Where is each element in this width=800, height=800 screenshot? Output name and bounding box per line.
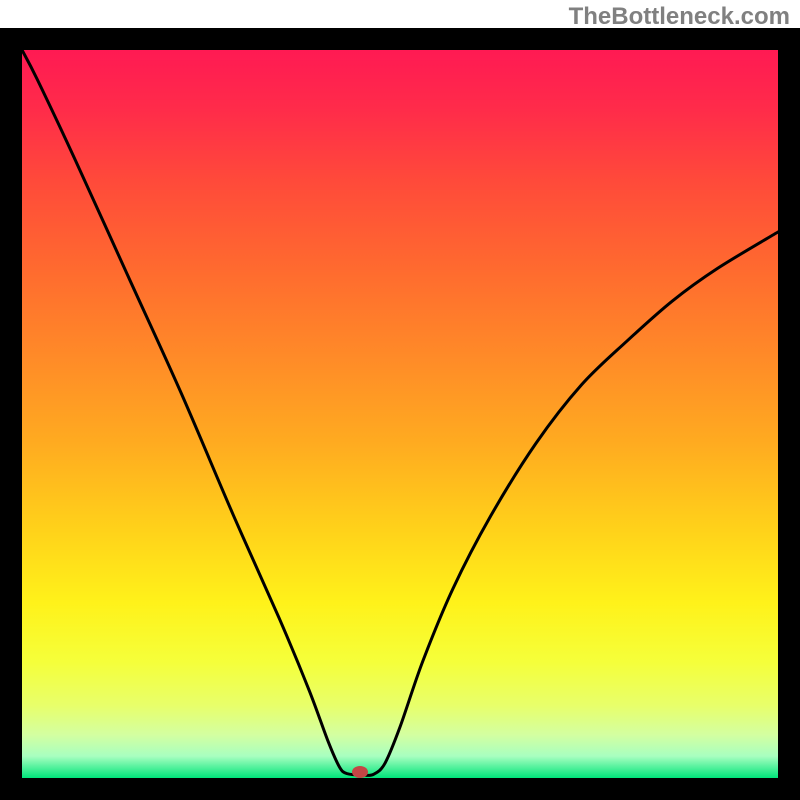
chart-container: { "watermark": { "text": "TheBottleneck.…: [0, 0, 800, 800]
bottleneck-chart: [0, 0, 800, 800]
plot-background: [22, 50, 778, 778]
minimum-marker: [352, 766, 368, 778]
watermark-text: TheBottleneck.com: [569, 3, 790, 31]
